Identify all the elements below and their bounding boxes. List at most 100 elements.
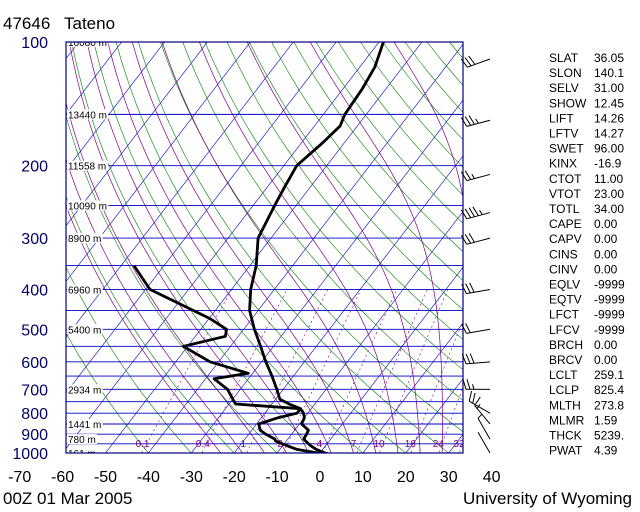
mixing-ratio-label: 40 <box>470 439 482 450</box>
moist-adiabat-line <box>68 42 288 453</box>
height-label: 1441 m <box>68 420 101 431</box>
dry-adiabat-line <box>249 42 463 311</box>
wind-barb-flag <box>464 116 472 126</box>
index-value: 0.00 <box>594 217 618 231</box>
index-value: 273.8 <box>594 398 624 412</box>
index-name: EQTV <box>549 293 582 307</box>
temperature-tick-label: -60 <box>51 469 74 486</box>
height-label: 10090 m <box>68 202 107 213</box>
index-value: 0.00 <box>594 232 618 246</box>
height-label-bg <box>67 448 97 453</box>
index-name: MLTH <box>549 398 581 412</box>
height-label-bg <box>67 42 109 47</box>
wind-barb <box>460 233 491 245</box>
index-name: THCK <box>549 429 582 443</box>
index-name: LFCT <box>549 308 580 322</box>
wind-barb-flag <box>469 282 475 293</box>
pressure-tick-label: 500 <box>21 322 48 339</box>
mixing-ratio-label: 0.4 <box>196 439 210 450</box>
height-label-bg <box>67 160 109 171</box>
pressure-tick-label: 900 <box>21 427 48 444</box>
wind-barb <box>460 206 491 220</box>
wind-barb-flag <box>465 323 471 333</box>
wind-barb-flag <box>460 58 468 68</box>
wind-barb <box>474 396 491 425</box>
temperature-tick-label: -30 <box>180 469 203 486</box>
wind-barb-flag <box>465 353 471 364</box>
pressure-tick-label: 600 <box>21 355 48 372</box>
wind-barb-staff <box>466 328 491 334</box>
dry-adiabat-line <box>93 42 364 453</box>
height-label-bg <box>67 233 103 244</box>
index-value: 36.05 <box>594 51 624 65</box>
height-label: 11558 m <box>68 162 106 173</box>
dry-adiabat-line <box>66 266 192 453</box>
height-label: 6960 m <box>68 285 101 296</box>
index-value: 5239. <box>594 429 624 443</box>
wind-barb-half-flag <box>472 384 475 390</box>
data-source: University of Wyoming <box>463 489 632 508</box>
wind-barb-half-flag <box>479 209 483 215</box>
wind-barb-flag <box>472 392 476 404</box>
mixing-ratio-line <box>473 289 534 461</box>
dewpoint-profile-line <box>132 264 321 453</box>
index-name: KINX <box>549 157 577 171</box>
index-name: CINV <box>549 262 578 276</box>
wind-barb-flag <box>468 207 475 217</box>
station-id: 47646 <box>3 14 50 33</box>
dry-adiabat-line <box>71 42 321 453</box>
height-label-bg <box>67 418 103 429</box>
wind-barb-flag <box>461 354 467 365</box>
index-value: 4.39 <box>594 444 618 458</box>
height-label: 161 m <box>68 449 96 460</box>
dry-adiabat-line <box>160 42 463 433</box>
dry-adiabat-line <box>66 115 278 453</box>
index-value: 12.45 <box>594 96 624 110</box>
wind-barb-half-flag <box>471 173 475 179</box>
moist-adiabat-line <box>309 42 443 453</box>
index-name: PWAT <box>549 444 583 458</box>
wind-barb-flag <box>464 208 472 218</box>
wind-barb <box>462 379 491 390</box>
wind-barb-half-flag <box>476 404 481 409</box>
index-value: -9999 <box>594 308 625 322</box>
temperature-tick-label: 0 <box>316 469 325 486</box>
temperature-tick-label: -10 <box>266 469 289 486</box>
wind-barb-staff <box>466 288 491 295</box>
mixing-ratio-label: 16 <box>405 439 417 450</box>
isotherm-line <box>66 42 165 171</box>
pressure-tick-label: 400 <box>21 282 48 299</box>
moist-adiabat-line <box>131 42 354 453</box>
temperature-tick-label: 10 <box>354 469 372 486</box>
wind-barb-flag <box>474 396 481 406</box>
index-name: BRCH <box>549 338 583 352</box>
index-name: SLAT <box>549 51 579 65</box>
mixing-ratio-label: 2 <box>277 439 283 450</box>
height-label: 8900 m <box>68 234 101 245</box>
isotherm-line <box>66 42 380 450</box>
isotherm-line <box>405 378 463 453</box>
wind-barb-flag <box>468 55 476 65</box>
height-label-bg <box>67 434 97 445</box>
index-name: SHOW <box>549 96 587 110</box>
wind-barb-flag <box>464 170 472 180</box>
index-name: LFCV <box>549 323 580 337</box>
dry-adiabat-line <box>115 42 407 453</box>
observation-time: 00Z 01 Mar 2005 <box>3 489 132 508</box>
index-name: LFTV <box>549 127 578 141</box>
wind-barb-flag <box>461 284 467 294</box>
mixing-ratio-line <box>356 289 428 453</box>
index-value: -9999 <box>594 323 625 337</box>
wind-barb-flag <box>464 57 472 67</box>
height-label: 5400 m <box>68 325 101 336</box>
height-label-bg <box>67 324 103 335</box>
mixing-ratio-line <box>282 289 362 453</box>
mixing-ratio-line <box>246 289 329 453</box>
dry-adiabat-line <box>182 42 463 401</box>
index-value: 140.1 <box>594 66 624 80</box>
wind-barb <box>461 282 491 295</box>
dry-adiabat-line <box>66 332 149 453</box>
index-value: -9999 <box>594 278 625 292</box>
isotherm-line <box>66 42 123 115</box>
